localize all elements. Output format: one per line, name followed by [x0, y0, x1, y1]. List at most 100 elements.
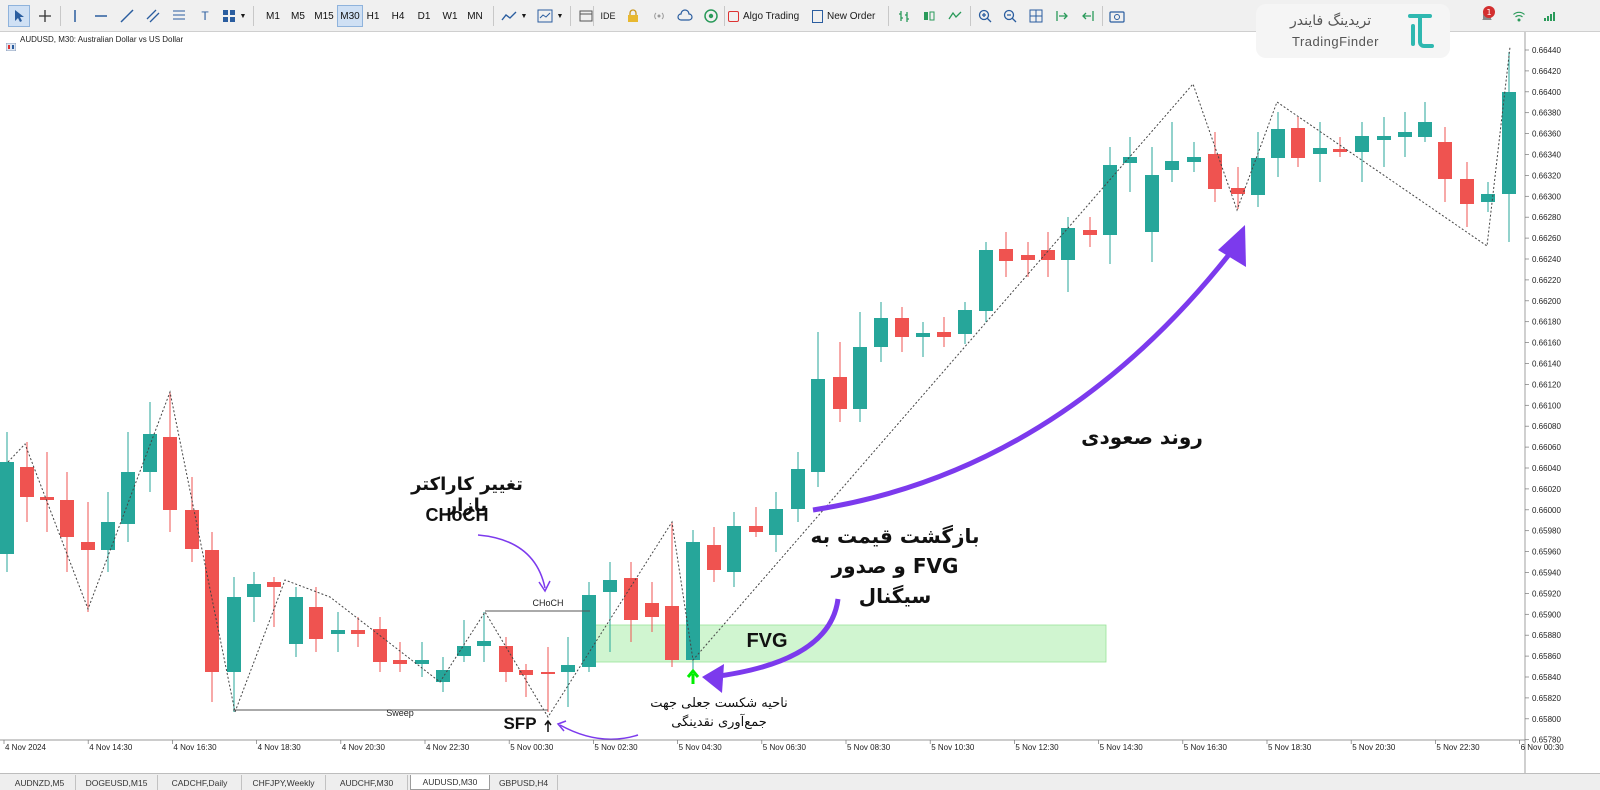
price-axis-label: 0.66200 — [1532, 297, 1561, 306]
bearish-candle — [645, 603, 659, 617]
price-axis-label: 0.66060 — [1532, 443, 1561, 452]
time-axis-label: 4 Nov 16:30 — [173, 743, 217, 752]
timeframe-m30[interactable]: M30 — [337, 5, 363, 27]
tab-chfjpy-weekly[interactable]: CHFJPY,Weekly — [242, 775, 326, 790]
tab-cadchf-daily[interactable]: CADCHF,Daily — [158, 775, 242, 790]
connection-bars-icon[interactable] — [1538, 5, 1560, 27]
price-axis-label: 0.65940 — [1532, 569, 1561, 578]
text-tool-icon[interactable]: T — [201, 9, 209, 23]
fakeout-text-line1: ناحیه شکست جعلی جهت — [650, 696, 788, 711]
timeframe-m5[interactable]: M5 — [291, 10, 305, 22]
chart-area[interactable]: 0.66440 0.66420 0.66400 0.66380 0.66360 0.663… — [0, 32, 1600, 790]
cursor-tool-icon[interactable] — [8, 5, 30, 27]
tab-audchf-m30[interactable]: AUDCHF,M30 — [326, 775, 408, 790]
price-axis-label: 0.66000 — [1532, 506, 1561, 515]
bullish-candle — [1103, 165, 1117, 235]
bearish-candle — [20, 467, 34, 497]
timeframe-w1[interactable]: W1 — [442, 10, 458, 22]
chart-shift-icon[interactable] — [1051, 5, 1073, 27]
bar-chart-icon[interactable] — [893, 5, 915, 27]
chart-type-icon[interactable] — [498, 5, 520, 27]
line-chart-icon[interactable] — [944, 5, 966, 27]
tab-gbpusd-h4[interactable]: GBPUSD,H4 — [490, 775, 558, 790]
bearish-candle — [373, 629, 387, 662]
indicators-icon[interactable] — [534, 5, 556, 27]
bullish-candle — [143, 434, 157, 472]
new-order-button[interactable]: New Order — [812, 5, 884, 27]
bearish-candle — [1208, 154, 1222, 189]
time-axis-label: 4 Nov 20:30 — [342, 743, 386, 752]
zoom-out-icon[interactable] — [999, 5, 1021, 27]
autoscroll-icon[interactable] — [1077, 5, 1099, 27]
time-axis-label: 6 Nov 00:30 — [1521, 743, 1565, 752]
bullish-candle — [1481, 194, 1495, 202]
tile-windows-icon[interactable] — [1025, 5, 1047, 27]
bearish-candle — [1438, 142, 1452, 179]
crosshair-tool-icon[interactable] — [34, 5, 56, 27]
timeframe-h1[interactable]: H1 — [366, 10, 380, 22]
choch-annotation-arrow — [477, 534, 546, 589]
sweep-label: Sweep — [386, 708, 414, 718]
ide-button[interactable]: IDE — [600, 11, 616, 21]
chart-type-dropdown-icon[interactable]: ▼ — [520, 12, 528, 20]
lock-icon[interactable] — [622, 5, 644, 27]
zoom-in-icon[interactable] — [974, 5, 996, 27]
bearish-candle — [624, 578, 638, 620]
timeframe-d1[interactable]: D1 — [417, 10, 431, 22]
uptrend-label: روند صعودی — [1081, 425, 1203, 449]
wifi-signal-icon[interactable] — [1508, 5, 1530, 27]
cloud-icon[interactable] — [674, 5, 696, 27]
bearish-candle — [205, 550, 219, 672]
fibonacci-tool-icon[interactable] — [168, 5, 190, 27]
price-axis-label: 0.66380 — [1532, 109, 1561, 118]
bearish-candle — [707, 545, 721, 570]
horizontal-line-tool-icon[interactable] — [90, 5, 112, 27]
bearish-candle — [833, 377, 847, 409]
tab-audnzd-m5[interactable]: AUDNZD,M5 — [4, 775, 76, 790]
bullish-candle — [1398, 132, 1412, 137]
bullish-candle — [1187, 157, 1201, 162]
return-text-line2: FVG و صدور — [831, 554, 959, 578]
vertical-line-tool-icon[interactable] — [64, 5, 86, 27]
channel-tool-icon[interactable] — [142, 5, 164, 27]
sfp-arrow — [544, 719, 552, 732]
price-axis-label: 0.66180 — [1532, 318, 1561, 327]
shapes-tool-icon[interactable] — [218, 5, 240, 27]
timeframe-m15[interactable]: M15 — [314, 10, 334, 22]
timeframe-m1[interactable]: M1 — [266, 10, 280, 22]
bullish-candle — [1061, 228, 1075, 260]
trendline-tool-icon[interactable] — [116, 5, 138, 27]
vps-icon[interactable] — [700, 5, 722, 27]
indicators-dropdown-icon[interactable]: ▼ — [556, 12, 564, 20]
logo-persian-text: تریدینگ فایندر — [1290, 13, 1372, 29]
logo-mark-icon — [1408, 14, 1434, 48]
tab-audusd-m30[interactable]: AUDUSD,M30 — [410, 775, 490, 790]
time-axis-label: 5 Nov 16:30 — [1184, 743, 1228, 752]
signal-icon[interactable] — [648, 5, 670, 27]
templates-icon[interactable] — [575, 5, 597, 27]
bearish-candle — [309, 607, 323, 639]
time-axis-label: 5 Nov 18:30 — [1268, 743, 1312, 752]
algo-trading-button[interactable]: Algo Trading — [728, 5, 808, 27]
bullish-candle — [1313, 148, 1327, 154]
bullish-candle — [791, 469, 805, 509]
price-axis-label: 0.66260 — [1532, 234, 1561, 243]
bearish-candle — [1333, 149, 1347, 152]
timeframe-mn[interactable]: MN — [467, 10, 483, 22]
fvg-return-arrowhead — [702, 664, 724, 693]
price-axis-label: 0.66100 — [1532, 401, 1561, 410]
tab-dogeusd-m15[interactable]: DOGEUSD,M15 — [76, 775, 158, 790]
time-axis-label: 5 Nov 14:30 — [1100, 743, 1144, 752]
price-axis-label: 0.65960 — [1532, 548, 1561, 557]
bearish-candle — [499, 646, 513, 672]
bearish-candle — [999, 249, 1013, 261]
candlestick-chart-icon[interactable] — [918, 5, 940, 27]
bearish-candle — [267, 582, 281, 587]
shapes-dropdown-icon[interactable]: ▼ — [239, 12, 247, 20]
bearish-candle — [1291, 128, 1305, 158]
time-axis-label: 5 Nov 02:30 — [594, 743, 638, 752]
screenshot-icon[interactable] — [1106, 5, 1128, 27]
bullish-candle — [227, 597, 241, 672]
bearish-candle — [749, 526, 763, 532]
timeframe-h4[interactable]: H4 — [391, 10, 405, 22]
